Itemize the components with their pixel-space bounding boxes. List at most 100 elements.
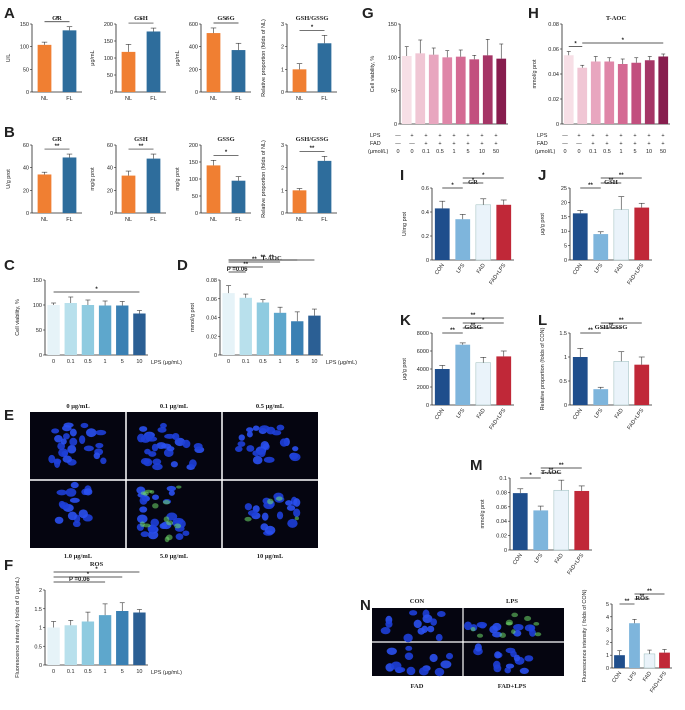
chart-b-gsh: GSH 0 20 40 60 mg/g prot NL FL ** [90,136,166,223]
bar [146,31,161,92]
x-tick-label: NL [125,96,132,102]
fluorescence-spot [511,612,519,618]
bar [475,204,491,261]
x-tick-label: 10 [136,669,142,675]
x-tick-label: FAD+LPS [627,407,646,431]
treatment-cell: + [438,133,441,139]
fluorescence-spot [166,534,173,541]
x-tick-label: FL [150,217,156,223]
y-axis-label: μg/g prot [402,358,408,380]
y-tick-label: 20 [107,188,113,194]
significance-label: ** [647,589,652,595]
significance-label: ** [619,318,624,324]
nucleus [263,456,275,463]
x-tick-label: 1 [104,359,107,365]
bar [64,303,77,355]
nucleus [292,446,299,452]
nucleus [276,424,285,431]
nucleus [404,652,414,660]
x-tick-label: FL [235,96,241,102]
panel-letter-j: J [538,167,546,184]
y-tick-label: 0 [195,90,198,96]
panel-letter-k: K [400,312,411,329]
significance-label: * [622,38,625,44]
x-axis-label: LPS (μg/mL) [151,670,182,676]
y-tick-label: 0.4 [421,210,429,216]
y-tick-label: 0 [281,211,284,217]
y-tick-label: 1 [281,67,284,73]
significance-label: ** [55,144,60,150]
fluorescence-spot [275,496,283,501]
treatment-cell: 1 [452,149,455,155]
chart-title: GR [468,179,478,186]
y-tick-label: 150 [33,278,42,284]
treatment-cell: + [619,141,622,147]
treatment-cell: + [494,141,497,147]
y-tick-label: 400 [189,45,198,51]
bar [292,190,307,213]
bar [593,389,609,405]
y-tick-label: 150 [388,22,397,28]
nucleus [505,663,515,669]
y-tick-label: 0 [426,403,429,409]
y-axis-label: mg/g prot [175,167,181,191]
nucleus [60,438,67,445]
nucleus [93,452,101,460]
y-tick-label: 0.02 [548,97,559,103]
chart-title: T-AOC [261,255,282,262]
nucleus [252,425,260,431]
bar [116,305,129,355]
bar [469,59,480,125]
treatment-cell: 0.5 [603,149,611,155]
treatment-cell: — [562,141,568,147]
treatment-cell: — [562,133,568,139]
y-tick-label: 0 [426,258,429,264]
y-axis-label: Fluorescence intensity ( folds of 0 μg/m… [15,577,21,678]
bar [634,364,650,405]
significance-label: ** [640,594,645,600]
x-tick-label: FAD [614,263,625,275]
x-tick-label: 0.1 [67,359,75,365]
nucleus [264,525,276,535]
bar [256,302,270,355]
bar [614,655,625,668]
bar [434,369,450,405]
treatment-cell: + [452,141,455,147]
bar [273,312,287,355]
panel-letter-d: D [177,257,188,274]
nucleus [152,458,162,465]
y-tick-label: 50 [107,73,113,79]
y-tick-label: 60 [23,143,29,149]
y-tick-label: 4000 [417,367,429,373]
y-tick-label: 0 [606,666,609,672]
bar [47,305,60,355]
chart-f-ros: ROS 0 0.5 1 1.5 2 Fluorescence intensity ( fol… [15,561,182,678]
micrograph-label-e: 1.0 μg/mL [64,553,93,560]
nucleus [80,422,89,429]
significance-label: * [574,41,577,47]
bar [239,297,252,355]
nucleus [78,509,88,519]
bar [64,625,77,665]
treatment-cell: + [605,141,608,147]
nucleus [430,618,438,626]
x-tick-label: FL [235,217,241,223]
fluorescence-spot [142,523,151,528]
chart-n-ros: ROS 0 1 2 3 4 5 Fluorescence intensity ( folds … [582,589,672,694]
nucleus [139,496,148,505]
nucleus [170,461,178,468]
nucleus [100,457,107,465]
y-tick-label: 0 [26,90,29,96]
y-tick-label: 0 [39,663,42,669]
bar [613,361,629,406]
x-tick-label: 0 [227,359,230,365]
y-tick-label: 200 [104,22,113,28]
bar [121,51,136,92]
treatment-cell: + [647,141,650,147]
y-tick-label: 0.06 [206,297,217,303]
nucleus [139,426,148,432]
chart-d-t-aoc: T-AOC 0 0.02 0.04 0.06 0.08 mmol/g prot 0 0.1 0.5… [190,255,357,366]
nucleus [160,422,167,429]
y-tick-label: 0 [110,211,113,217]
